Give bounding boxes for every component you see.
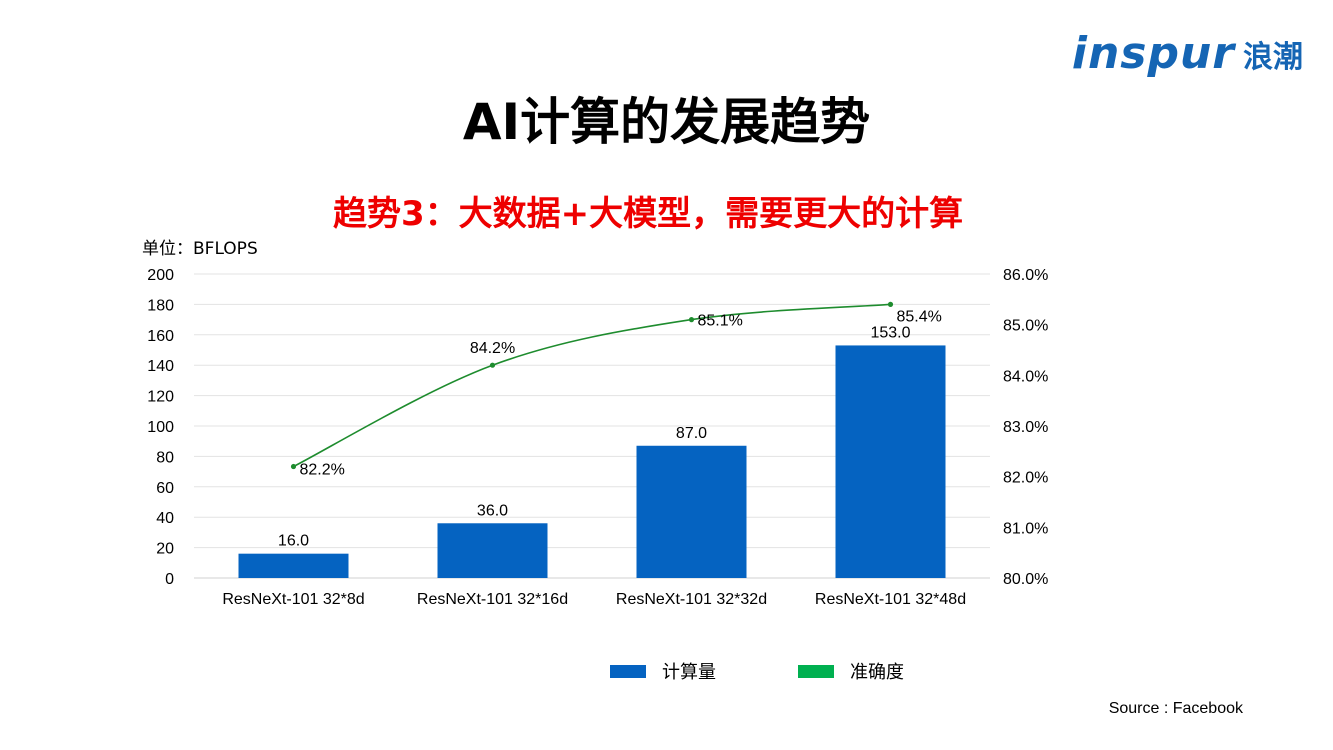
y2-tick-label: 86.0% (1003, 267, 1048, 284)
page-title: AI计算的发展趋势 (462, 93, 871, 151)
x-tick-label: ResNeXt-101 32*32d (616, 591, 767, 608)
y-tick-label: 60 (156, 480, 174, 497)
line-point (290, 463, 297, 470)
chart-legend: 计算量 准确度 (610, 658, 986, 684)
bar-data-label: 16.0 (278, 533, 309, 550)
unit-label: 单位：BFLOPS (142, 239, 258, 259)
y-tick-label: 200 (147, 267, 174, 284)
bar (437, 523, 548, 578)
y-tick-label: 120 (147, 389, 174, 406)
y2-tick-label: 84.0% (1003, 368, 1048, 385)
x-tick-label: ResNeXt-101 32*8d (222, 591, 364, 608)
line-data-label: 84.2% (470, 340, 515, 357)
bar (238, 553, 349, 578)
legend-item-bar: 计算量 (610, 658, 716, 684)
legend-label-bar: 计算量 (662, 662, 716, 683)
line-point (688, 317, 695, 323)
source-note: Source : Facebook (1108, 700, 1243, 717)
legend-label-line: 准确度 (850, 662, 904, 683)
y2-tick-label: 82.0% (1003, 470, 1048, 487)
line-data-label: 82.2% (300, 462, 345, 479)
y-tick-label: 20 (156, 541, 174, 558)
bar (636, 445, 747, 578)
bar (835, 345, 946, 578)
y2-tick-label: 80.0% (1003, 571, 1048, 588)
line-data-label: 85.1% (698, 313, 743, 330)
legend-swatch-bar (610, 664, 646, 678)
logo-wordmark: inspur (1071, 28, 1235, 79)
chart-subtitle: 趋势3：大数据+大模型，需要更大的计算 (333, 194, 964, 234)
y-tick-label: 140 (147, 358, 174, 375)
y-tick-label: 180 (147, 297, 174, 314)
line-data-label: 85.4% (897, 308, 942, 325)
y-tick-label: 160 (147, 328, 174, 345)
y-tick-label: 40 (156, 510, 174, 527)
legend-swatch-line (798, 664, 834, 678)
line-point (489, 362, 496, 368)
inspur-logo: inspur 浪潮 (1072, 28, 1303, 79)
x-tick-label: ResNeXt-101 32*16d (417, 591, 568, 608)
y2-tick-label: 83.0% (1003, 419, 1048, 436)
y-tick-label: 80 (156, 449, 174, 466)
x-tick-label: ResNeXt-101 32*48d (815, 591, 966, 608)
accuracy-line (293, 303, 891, 468)
logo-chinese: 浪潮 (1243, 39, 1303, 75)
y2-tick-label: 85.0% (1003, 318, 1048, 335)
bar-data-label: 36.0 (477, 502, 508, 519)
y2-tick-label: 81.0% (1003, 520, 1048, 537)
legend-item-line: 准确度 (798, 658, 904, 684)
line-point (887, 301, 894, 307)
bar-data-label: 153.0 (870, 324, 910, 341)
y-tick-label: 0 (165, 571, 174, 588)
bar-data-label: 87.0 (676, 425, 707, 442)
y-tick-label: 100 (147, 419, 174, 436)
